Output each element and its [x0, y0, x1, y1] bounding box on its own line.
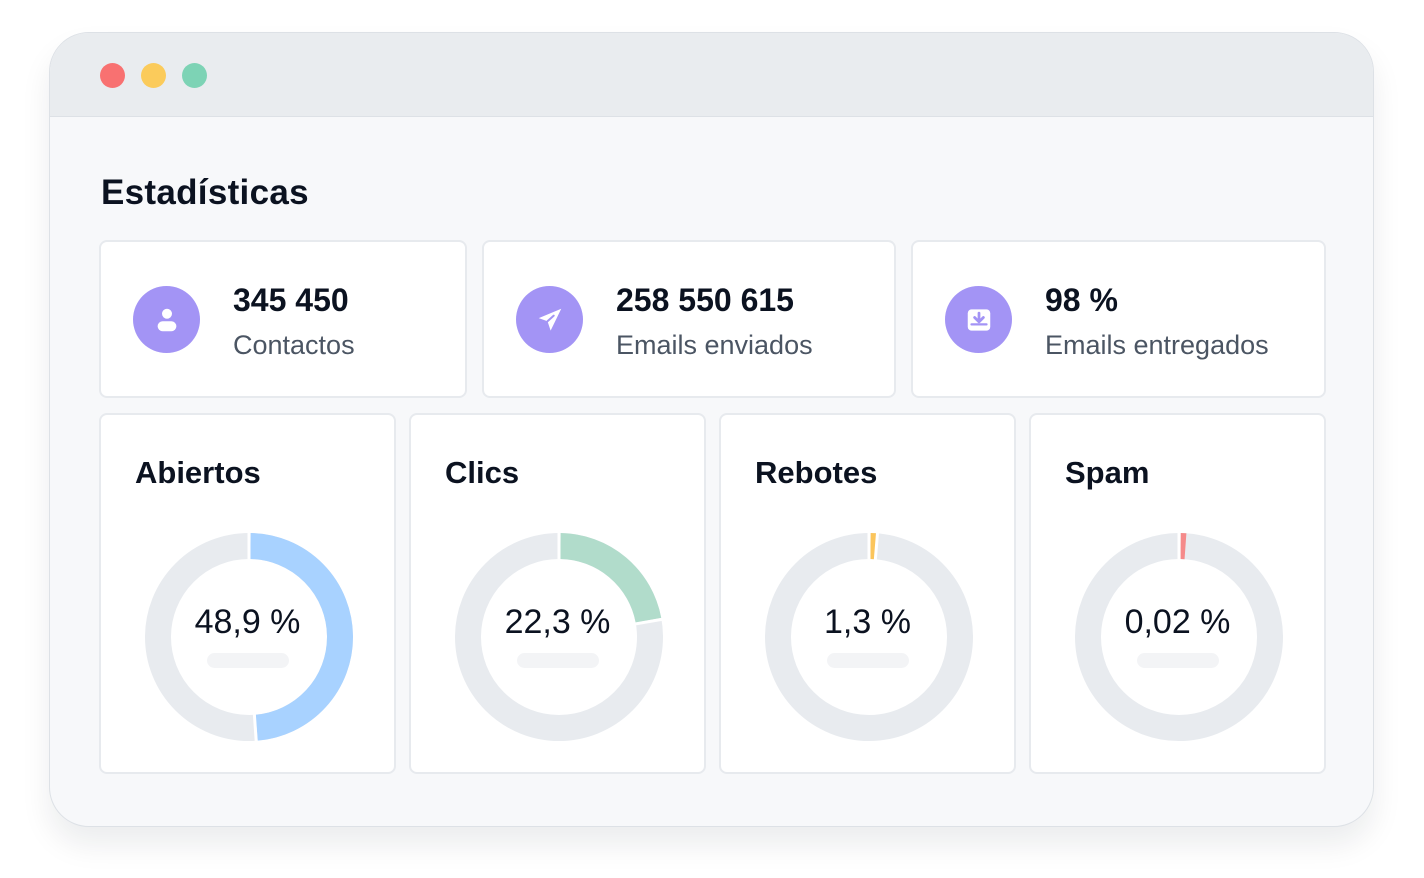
chart-card-opens: Abiertos 48,9 %	[99, 413, 396, 774]
stat-label: Emails enviados	[616, 330, 813, 360]
donut-placeholder-bar	[206, 653, 289, 668]
stat-card-emails-delivered: 98 % Emails entregados	[911, 240, 1326, 398]
stat-value: 345 450	[233, 282, 349, 318]
chart-title: Rebotes	[755, 455, 878, 490]
donut-placeholder-bar	[826, 653, 909, 668]
donut-chart	[765, 532, 973, 741]
donut-separator	[873, 532, 880, 561]
donut-value-label: 48,9 %	[194, 603, 301, 641]
browser-window: Estadísticas 345 450 Contactos 258 550 6…	[49, 32, 1374, 827]
stat-value: 98 %	[1045, 282, 1118, 318]
donut-chart	[455, 532, 663, 741]
donut-placeholder-bar	[516, 653, 599, 668]
donut-chart	[145, 532, 353, 742]
maximize-window-dot[interactable]	[182, 63, 207, 88]
donut-value-label: 1,3 %	[824, 603, 911, 641]
stat-label: Emails entregados	[1045, 330, 1269, 360]
stat-card-emails-sent: 258 550 615 Emails enviados	[482, 240, 896, 398]
donut-value-label: 22,3 %	[504, 603, 611, 641]
donut-value-arc	[145, 533, 353, 741]
chart-card-bounces: Rebotes 1,3 %	[719, 413, 1016, 774]
chart-title: Spam	[1065, 455, 1150, 490]
send-icon	[516, 286, 583, 353]
chart-card-spam: Spam 0,02 %	[1029, 413, 1326, 774]
user-icon	[133, 286, 200, 353]
donut-value-label: 0,02 %	[1124, 603, 1231, 641]
donut-placeholder-bar	[1136, 653, 1219, 668]
inbox-download-icon	[945, 286, 1012, 353]
chart-title: Abiertos	[135, 455, 261, 490]
stat-value: 258 550 615	[616, 282, 794, 318]
minimize-window-dot[interactable]	[141, 63, 166, 88]
window-titlebar	[50, 33, 1373, 117]
page-title: Estadísticas	[101, 173, 309, 212]
stat-label: Contactos	[233, 330, 355, 360]
donut-separator	[634, 617, 663, 626]
stat-card-contacts: 345 450 Contactos	[99, 240, 467, 398]
donut-chart	[1075, 531, 1283, 741]
chart-card-clicks: Clics 22,3 %	[409, 413, 706, 774]
close-window-dot[interactable]	[100, 63, 125, 88]
chart-title: Clics	[445, 455, 520, 490]
donut-separator	[252, 713, 258, 742]
